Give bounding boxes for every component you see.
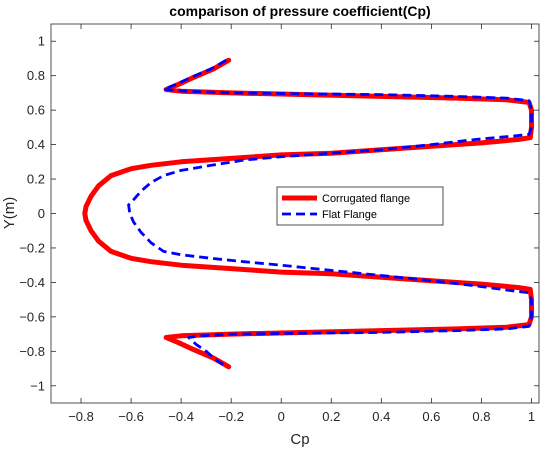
series-line-flat-flange [127, 58, 533, 368]
x-axis-title: Cp [290, 431, 309, 448]
y-tick-label: −1 [30, 378, 45, 393]
y-tick-label: 0.6 [27, 103, 45, 118]
x-tick-label: −0.6 [118, 409, 144, 424]
y-axis-title: Y(m) [1, 197, 18, 230]
y-tick-label: 0.2 [27, 172, 45, 187]
legend-box [276, 186, 444, 226]
x-tick-label: 0.4 [372, 409, 390, 424]
legend-label: Corrugated flange [322, 193, 410, 205]
x-tick-label: 0.8 [472, 409, 490, 424]
x-tick-label: −0.2 [218, 409, 244, 424]
legend-label: Flat Flange [322, 209, 377, 221]
y-tick-label: 0.8 [27, 68, 45, 83]
x-tick-label: 0 [278, 409, 285, 424]
y-tick-label: 1 [38, 34, 45, 49]
y-tick-label: 0.4 [27, 137, 45, 152]
y-tick-label: −0.8 [19, 344, 45, 359]
x-tick-label: 0.6 [422, 409, 440, 424]
y-tick-label: 0 [38, 206, 45, 221]
x-tick-label: −0.8 [68, 409, 94, 424]
y-tick-label: −0.4 [19, 275, 45, 290]
y-tick-label: −0.2 [19, 240, 45, 255]
x-tick-label: 1 [528, 409, 535, 424]
y-tick-label: −0.6 [19, 309, 45, 324]
x-tick-label: −0.4 [168, 409, 194, 424]
series-group [82, 57, 534, 370]
legend: Corrugated flange Flat Flange [276, 186, 444, 226]
x-tick-label: 0.2 [322, 409, 340, 424]
chart-title: comparison of pressure coefficient(Cp) [169, 3, 430, 19]
series-line-corrugated-flange [82, 57, 534, 370]
